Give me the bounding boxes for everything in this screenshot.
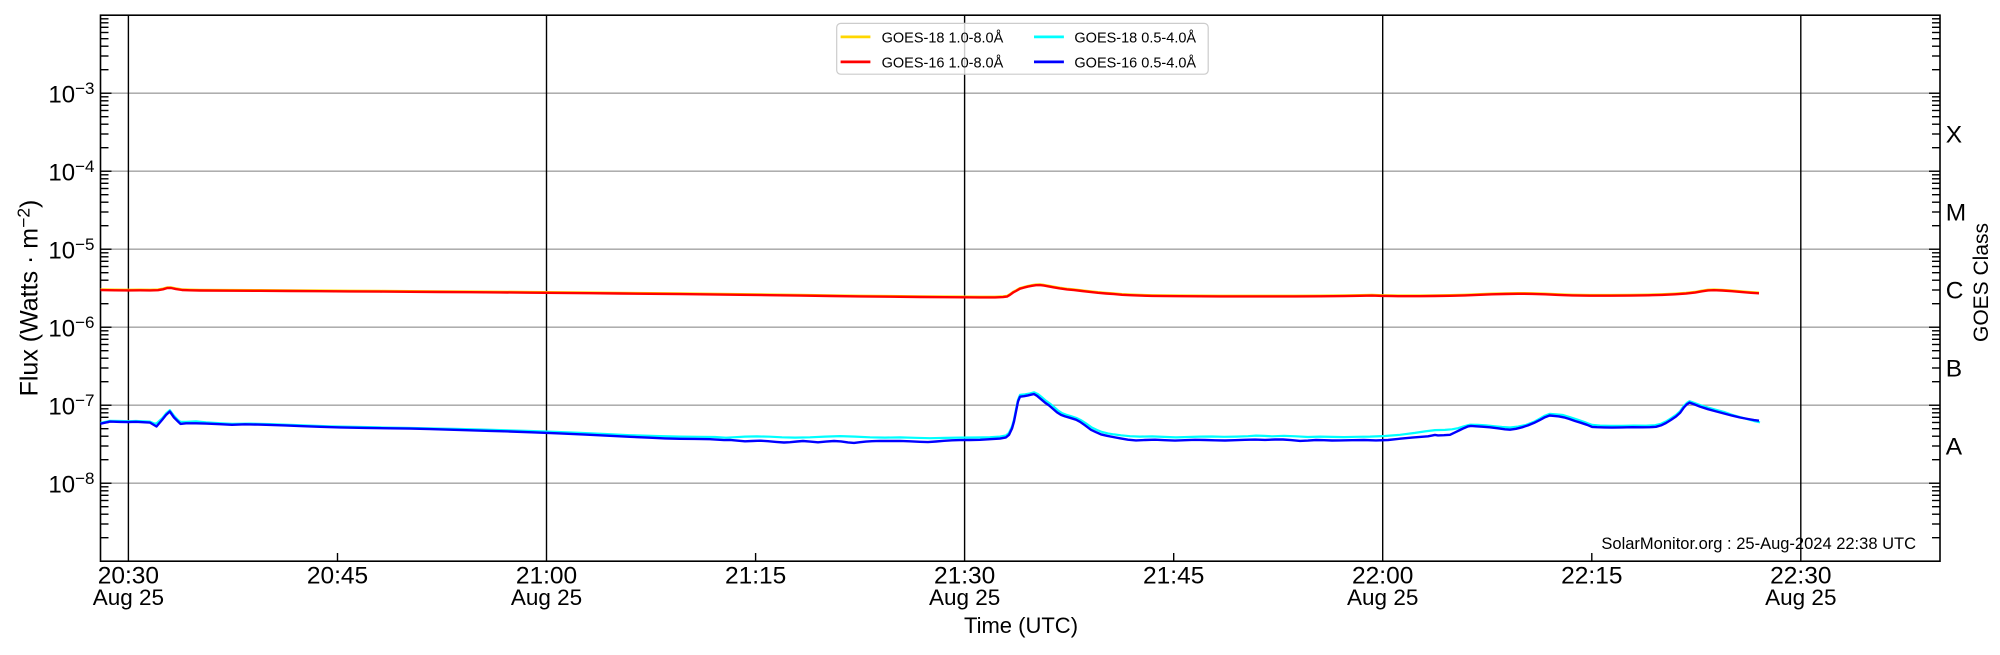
svg-text:Aug 25: Aug 25 [1765, 585, 1836, 610]
svg-text:22:00: 22:00 [1352, 562, 1413, 589]
svg-text:Time (UTC): Time (UTC) [964, 613, 1078, 638]
svg-text:SolarMonitor.org : 25-Aug-2024: SolarMonitor.org : 25-Aug-2024 22:38 UTC [1601, 535, 1916, 553]
svg-text:B: B [1946, 356, 1962, 383]
svg-text:20:30: 20:30 [98, 562, 159, 589]
svg-text:Aug 25: Aug 25 [93, 585, 164, 610]
svg-text:Aug 25: Aug 25 [1347, 585, 1418, 610]
svg-text:10−4: 10−4 [48, 157, 94, 187]
svg-text:GOES-16 1.0-8.0Å: GOES-16 1.0-8.0Å [882, 55, 1004, 72]
svg-text:21:45: 21:45 [1143, 562, 1204, 589]
svg-text:Aug 25: Aug 25 [929, 585, 1000, 610]
svg-text:22:30: 22:30 [1770, 562, 1831, 589]
svg-text:10−7: 10−7 [48, 391, 94, 421]
svg-text:GOES Class: GOES Class [1970, 223, 1993, 342]
svg-text:M: M [1946, 200, 1966, 227]
svg-text:Aug 25: Aug 25 [511, 585, 582, 610]
svg-text:Flux (Watts · m−2): Flux (Watts · m−2) [14, 200, 44, 397]
svg-text:A: A [1946, 434, 1963, 461]
svg-text:GOES-18 1.0-8.0Å: GOES-18 1.0-8.0Å [882, 30, 1004, 47]
svg-text:22:15: 22:15 [1561, 562, 1622, 589]
svg-text:GOES-16 0.5-4.0Å: GOES-16 0.5-4.0Å [1074, 55, 1196, 72]
svg-text:GOES-18 0.5-4.0Å: GOES-18 0.5-4.0Å [1074, 30, 1196, 47]
svg-text:21:00: 21:00 [516, 562, 577, 589]
svg-text:21:30: 21:30 [934, 562, 995, 589]
svg-text:21:15: 21:15 [725, 562, 786, 589]
svg-text:C: C [1946, 278, 1964, 305]
svg-text:20:45: 20:45 [307, 562, 368, 589]
svg-text:X: X [1946, 122, 1962, 149]
